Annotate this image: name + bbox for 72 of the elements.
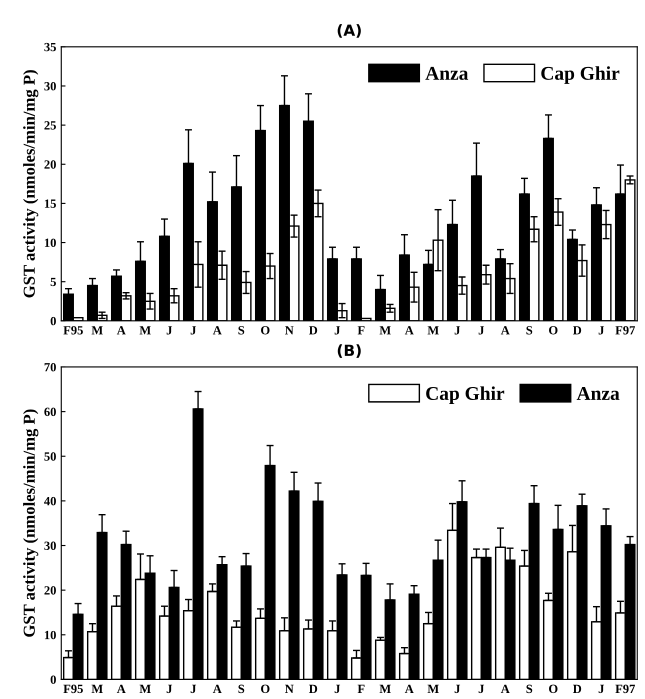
y-tick-label: 25 [44, 121, 56, 130]
x-tick-label: A [212, 684, 222, 693]
x-tick-label: M [140, 326, 151, 334]
x-tick-label: A [116, 326, 126, 334]
x-tick-label: F [358, 326, 364, 334]
x-tick-label: J [190, 684, 196, 694]
x-tick-label: F97 [615, 326, 636, 334]
x-tick-label: D [572, 684, 582, 693]
x-tick-label: J [598, 684, 604, 694]
y-tick-label: 0 [50, 316, 56, 326]
x-tick-label: D [572, 326, 582, 334]
x-tick-label: F95 [63, 684, 83, 694]
x-tick-label: J [190, 326, 196, 334]
y-tick-label: 5 [50, 278, 56, 286]
x-tick-label: J [478, 326, 484, 334]
x-tick-label: O [549, 326, 558, 334]
x-tick-label: A [500, 684, 510, 693]
y-tick-label: 30 [44, 542, 56, 550]
y-tick-label: 60 [44, 408, 56, 416]
chart-title: (B) [338, 344, 361, 358]
x-tick-label: J [478, 684, 484, 694]
y-axis-title: GST activity (nmoles/min/mg P) [23, 70, 38, 298]
x-tick-label: M [140, 684, 151, 693]
x-tick-label: J [454, 326, 460, 334]
x-tick-label: J [598, 326, 604, 334]
x-tick-label: A [500, 326, 510, 334]
x-tick-label: A [212, 326, 222, 334]
x-tick-label: M [92, 326, 103, 334]
y-tick-label: 30 [44, 82, 56, 90]
x-tick-label: J [334, 326, 340, 334]
x-tick-label: O [261, 326, 270, 334]
y-tick-label: 70 [44, 363, 56, 372]
y-tick-label: 50 [44, 452, 56, 461]
x-tick-label: A [116, 684, 126, 693]
x-tick-label: M [428, 326, 439, 334]
legend-label: Cap Ghir [541, 66, 620, 84]
x-tick-label: O [261, 684, 270, 694]
x-tick-label: F97 [615, 684, 636, 694]
x-tick-label: A [404, 326, 414, 334]
x-tick-label: O [549, 684, 558, 694]
y-tick-label: 20 [44, 586, 56, 595]
x-tick-label: D [308, 684, 318, 693]
y-axis-title: GST activity (nmoles/min/mg P) [23, 410, 38, 637]
x-tick-label: S [238, 326, 244, 334]
y-tick-label: 40 [44, 496, 56, 506]
x-tick-label: J [166, 326, 172, 334]
x-tick-label: D [308, 326, 318, 334]
y-tick-label: 10 [44, 238, 56, 248]
x-tick-label: N [284, 326, 294, 334]
x-tick-label: J [334, 684, 340, 694]
y-tick-label: 15 [44, 199, 56, 208]
legend-label: Anza [576, 387, 620, 400]
legend-label: Cap Ghir [426, 386, 504, 404]
legend-label: Anza [425, 66, 468, 80]
x-tick-label: M [380, 326, 391, 334]
x-tick-label: S [526, 326, 532, 334]
x-tick-label: N [284, 684, 294, 693]
y-tick-label: 0 [50, 675, 56, 684]
y-tick-label: 20 [44, 160, 56, 169]
x-tick-label: M [92, 684, 103, 693]
x-tick-label: S [526, 684, 532, 694]
x-tick-label: J [166, 684, 172, 694]
y-tick-label: 10 [44, 630, 56, 640]
x-tick-label: S [238, 684, 244, 694]
x-tick-label: J [454, 684, 460, 694]
x-tick-label: A [404, 684, 414, 693]
x-tick-label: F95 [63, 326, 83, 334]
x-tick-label: M [428, 684, 439, 693]
x-tick-label: M [380, 684, 391, 693]
x-tick-label: F [358, 684, 364, 693]
chart-title: (A) [338, 24, 361, 38]
y-tick-label: 35 [44, 42, 56, 52]
